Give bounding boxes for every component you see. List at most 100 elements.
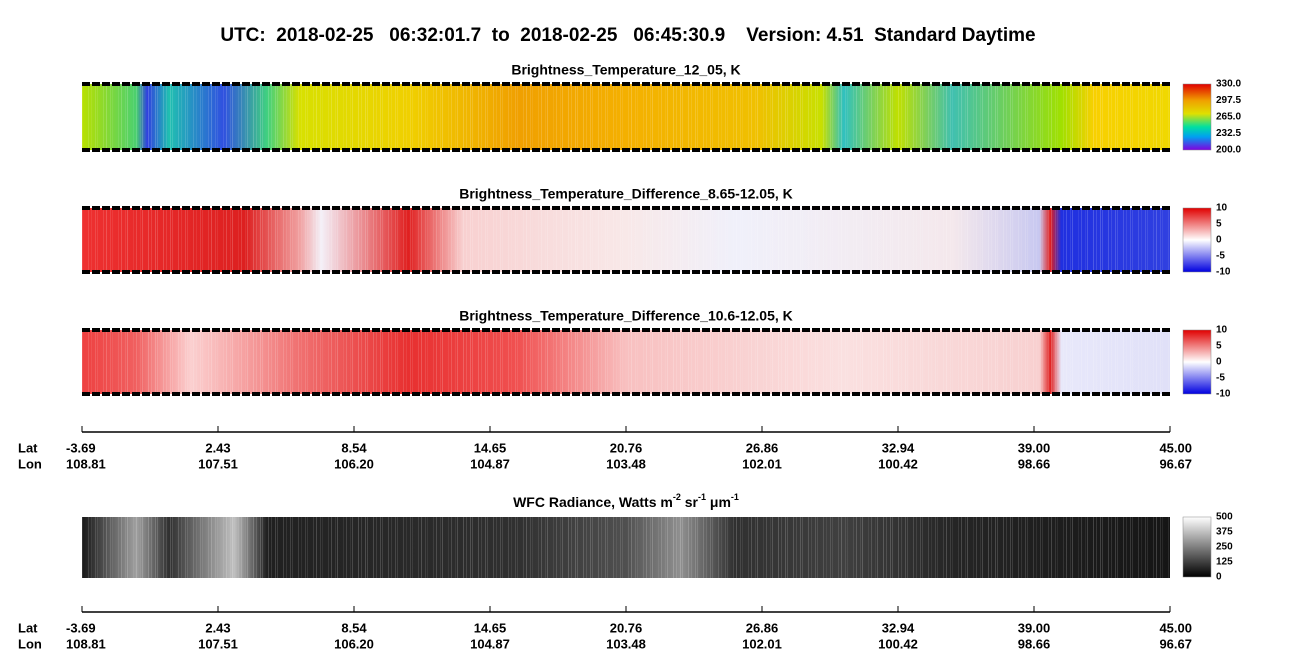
swath-streak xyxy=(172,330,173,394)
swath-streak xyxy=(95,330,96,394)
swath-streak xyxy=(721,517,722,578)
axis-label: Lat xyxy=(18,440,38,455)
swath-streak xyxy=(577,330,578,394)
swath-streak xyxy=(875,84,876,150)
swath-streak xyxy=(103,208,104,272)
swath-streak xyxy=(1111,330,1112,394)
swath-streak xyxy=(346,84,347,150)
swath-streak xyxy=(631,330,632,394)
swath-streak xyxy=(421,208,422,272)
swath-streak xyxy=(292,84,293,150)
swath-streak xyxy=(331,84,332,150)
lat-label: 8.54 xyxy=(341,620,367,635)
lat-label: 14.65 xyxy=(474,620,507,635)
swath-streak xyxy=(463,208,464,272)
swath-streak xyxy=(676,330,677,394)
swath-streak xyxy=(485,208,486,272)
swath-streak xyxy=(556,84,557,150)
swath-streak xyxy=(1153,330,1154,394)
swath-streak xyxy=(841,208,842,272)
swath-streak xyxy=(691,330,692,394)
swath-streak xyxy=(650,330,651,394)
swath-streak xyxy=(260,330,261,394)
swath-streak xyxy=(95,84,96,150)
swath-streak xyxy=(1147,330,1148,394)
swath-streak xyxy=(920,330,921,394)
swath-streak xyxy=(658,84,659,150)
swath-streak xyxy=(665,208,666,272)
swath-streak xyxy=(781,517,782,578)
swath-streak xyxy=(247,517,248,578)
swath-streak xyxy=(952,84,953,150)
swath-streak xyxy=(665,84,666,150)
swath-streak xyxy=(1096,330,1097,394)
swath-streak xyxy=(305,208,306,272)
lon-label: 96.67 xyxy=(1159,456,1192,471)
swath-streak xyxy=(868,330,869,394)
swath-streak xyxy=(217,84,218,150)
swath-streak xyxy=(1117,208,1118,272)
swath-streak xyxy=(553,208,554,272)
swath-streak xyxy=(238,208,239,272)
swath-streak xyxy=(751,517,752,578)
swath-streak xyxy=(862,208,863,272)
swath-streak xyxy=(748,330,749,394)
swath-streak xyxy=(367,330,368,394)
swath-streak xyxy=(965,84,966,150)
swath-streak xyxy=(598,517,599,578)
swath-streak xyxy=(590,84,591,150)
swath-streak xyxy=(172,517,173,578)
swath-streak xyxy=(1006,330,1007,394)
swath-streak xyxy=(425,330,426,394)
swath-streak xyxy=(622,330,623,394)
swath-streak xyxy=(637,208,638,272)
swath-streak xyxy=(961,208,962,272)
swath-streak xyxy=(688,84,689,150)
swath-streak xyxy=(856,517,857,578)
swath-streak xyxy=(817,330,818,394)
swath-streak xyxy=(1102,517,1103,578)
swath-streak xyxy=(418,208,419,272)
colorbar-label: -10 xyxy=(1216,389,1231,400)
swath-streak xyxy=(517,208,518,272)
swath-streak xyxy=(1130,330,1131,394)
swath-streak xyxy=(232,208,233,272)
lon-label: 98.66 xyxy=(1018,636,1051,651)
swath-streak xyxy=(928,330,929,394)
swath-streak xyxy=(427,517,428,578)
swath-streak xyxy=(478,208,479,272)
swath-streak xyxy=(575,84,576,150)
swath-streak xyxy=(163,330,164,394)
swath-streak xyxy=(1081,84,1082,150)
swath-streak xyxy=(1006,84,1007,150)
swath-streak xyxy=(916,208,917,272)
swath-streak xyxy=(427,84,428,150)
swath-streak xyxy=(365,84,366,150)
swath-streak xyxy=(125,208,126,272)
swath-streak xyxy=(793,330,794,394)
colorbar xyxy=(1182,516,1212,578)
swath-streak xyxy=(455,208,456,272)
swath-streak xyxy=(577,84,578,150)
swath-streak xyxy=(697,330,698,394)
swath-streak xyxy=(560,517,561,578)
swath-streak xyxy=(838,208,839,272)
swath-streak xyxy=(541,208,542,272)
swath-streak xyxy=(695,84,696,150)
swath-streak xyxy=(515,208,516,272)
swath-streak xyxy=(1085,517,1086,578)
swath-streak xyxy=(1070,208,1071,272)
swath-streak xyxy=(1160,517,1161,578)
swath-streak xyxy=(766,208,767,272)
swath-streak xyxy=(815,84,816,150)
swath-streak xyxy=(860,208,861,272)
swath-streak xyxy=(245,84,246,150)
lon-label: 108.81 xyxy=(66,456,106,471)
swath-streak xyxy=(736,517,737,578)
swath-streak xyxy=(208,330,209,394)
swath-streak xyxy=(727,84,728,150)
swath-streak xyxy=(583,84,584,150)
swath-streak xyxy=(620,84,621,150)
swath-streak xyxy=(538,517,539,578)
swath-streak xyxy=(1111,517,1112,578)
